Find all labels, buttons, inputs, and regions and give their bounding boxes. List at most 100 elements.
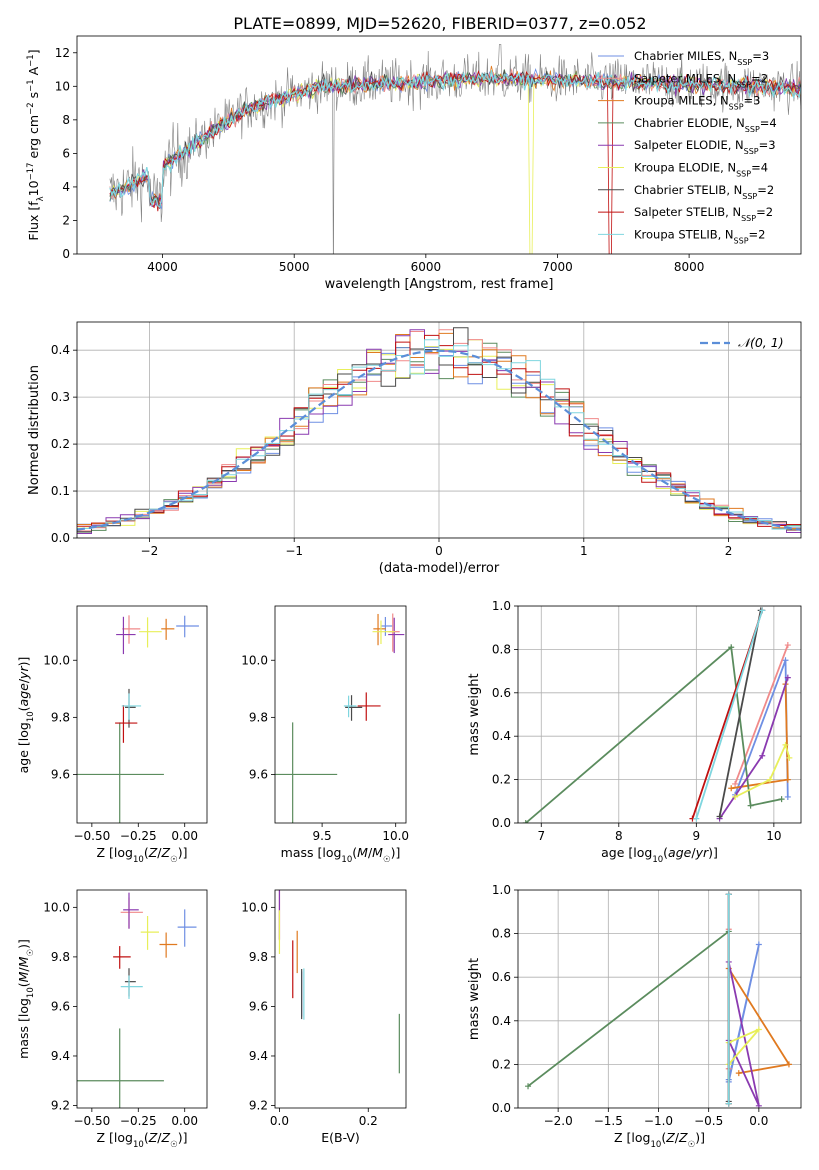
legend-entry-6: Chabrier STELIB, NSSP=2	[598, 183, 774, 201]
model-spectrum-8	[109, 70, 801, 209]
y-tick-label: 0.4	[492, 1014, 511, 1028]
weight-marker	[747, 802, 754, 809]
y-tick-label: 9.6	[249, 767, 268, 781]
y-tick-label: 2	[62, 213, 70, 227]
x-tick-label: 4000	[147, 260, 178, 274]
x-tick-label: 0.0	[270, 1114, 289, 1128]
axes-frame	[76, 35, 802, 255]
x-tick-label: 7000	[542, 260, 573, 274]
data-point-8	[121, 693, 142, 720]
y-tick-label: 0.6	[492, 686, 511, 700]
data-point-8	[343, 695, 357, 718]
axes-frame	[274, 889, 407, 1109]
legend-entry-3: Chabrier ELODIE, NSSP=4	[598, 116, 777, 133]
weight-marker	[728, 785, 735, 792]
weight-marker	[525, 1083, 532, 1090]
x-tick-label: 2	[725, 544, 733, 558]
legend-label: Salpeter ELODIE, NSSP=3	[634, 138, 776, 156]
weight-marker	[728, 644, 735, 651]
weight-marker	[784, 674, 791, 681]
figure-title: PLATE=0899, MJD=52620, FIBERID=0377, z=0…	[233, 14, 646, 33]
y-tick-label: 0.4	[51, 343, 70, 357]
y-tick-label: 9.8	[51, 950, 70, 964]
y-axis-label: Normed distribution	[27, 365, 42, 495]
legend-entry-7: Salpeter STELIB, NSSP=2	[598, 205, 773, 223]
data-point-5	[372, 620, 396, 645]
weight-marker	[782, 657, 789, 664]
weight-series-5	[732, 741, 793, 800]
weight-line	[734, 644, 789, 785]
legend-label: Chabrier MILES, NSSP=3	[634, 49, 769, 67]
weight-series-3	[525, 928, 732, 1107]
x-tick-label: 0.00	[171, 1114, 198, 1128]
y-tick-label: 8	[62, 113, 70, 127]
weight-series-4	[725, 958, 762, 1108]
plot-area	[518, 606, 801, 823]
y-tick-label: 0.2	[492, 1057, 511, 1071]
y-tick-label: 0.0	[51, 531, 70, 545]
y-tick-label: 10	[55, 79, 70, 93]
y-tick-label: 9.6	[51, 999, 70, 1013]
y-tick-label: 0.3	[51, 390, 70, 404]
weight-line	[718, 677, 789, 820]
data-point-1	[120, 897, 143, 929]
data-point-3	[77, 722, 164, 823]
x-tick-label: 5000	[279, 260, 310, 274]
weight-line	[734, 659, 789, 798]
legend-entry-4: Salpeter ELODIE, NSSP=3	[598, 138, 776, 156]
weight-marker	[759, 607, 766, 614]
y-tick-label: 0.2	[51, 437, 70, 451]
y-tick-label: 0.4	[492, 729, 511, 743]
data-point-8	[120, 975, 143, 999]
plot-age-vs-mass: 9.5 10.0 9.6 9.8 10.0 mass [log10(M/M☉)]	[241, 605, 409, 865]
data-point-5	[139, 617, 162, 648]
data-point-2	[161, 618, 175, 640]
y-tick-label: 1.0	[492, 883, 511, 897]
x-axis-label: wavelength [Angstrom, rest frame]	[325, 277, 554, 292]
y-tick-label: 10.0	[43, 653, 70, 667]
y-tick-label: 0.0	[492, 816, 511, 830]
legend-entry-5: Kroupa ELODIE, NSSP=4	[598, 161, 768, 179]
y-tick-label: 9.4	[249, 1049, 268, 1063]
y-tick-label: 9.4	[51, 1049, 70, 1063]
y-tick-label: 0.8	[492, 642, 511, 656]
y-tick-label: 9.8	[249, 710, 268, 724]
weight-series-1	[732, 642, 791, 787]
plot-area	[275, 613, 405, 823]
legend-label: Chabrier STELIB, NSSP=2	[634, 183, 774, 201]
data-point-4	[388, 617, 405, 654]
x-tick-label: −2	[141, 544, 159, 558]
data-point-3	[77, 1028, 164, 1108]
data-point-5	[140, 915, 159, 950]
x-axis-label: Z [log10(Z/Z☉)]	[614, 1130, 705, 1150]
weight-marker	[759, 752, 766, 759]
plot-area	[278, 890, 400, 1074]
weight-marker	[784, 793, 791, 800]
x-tick-label: 0.2	[359, 1114, 378, 1128]
weight-line	[695, 610, 764, 819]
x-tick-label: −1.5	[594, 1114, 623, 1128]
gaussian-curve	[77, 349, 801, 531]
x-tick-label: 9	[693, 829, 701, 843]
x-tick-label: 0	[435, 544, 443, 558]
x-tick-label: 0.00	[171, 829, 198, 843]
x-axis-label: Z [log10(Z/Z☉)]	[97, 845, 188, 865]
x-tick-label: −1	[285, 544, 303, 558]
x-tick-label: −0.25	[120, 829, 157, 843]
x-tick-label: 0.0	[749, 1114, 768, 1128]
plot-mass-vs-EBV: 0.0 0.2 9.2 9.4 9.6 9.8 10.0 E(B-V)	[241, 889, 407, 1145]
x-tick-label: −2.0	[544, 1114, 573, 1128]
weight-marker	[755, 941, 762, 948]
axes-frame	[76, 889, 208, 1109]
data-point-6	[345, 695, 363, 721]
legend-label: Kroupa ELODIE, NSSP=4	[634, 161, 768, 179]
plot-area	[77, 615, 199, 823]
model-spectrum-6	[109, 70, 801, 209]
plot-spectrum: 4000 5000 6000 7000 8000 0 2 4 6 8 10 12 wavelength …	[26, 35, 802, 292]
data-point-6	[124, 968, 136, 997]
data-point-1	[122, 615, 141, 644]
y-tick-label: 9.8	[51, 710, 70, 724]
axes-frame	[76, 605, 208, 824]
plot-weight-vs-age: 7 8 9 10 0.0 0.2 0.4 0.6 0.8 1.0 age [log10(age/yr…	[467, 599, 802, 865]
